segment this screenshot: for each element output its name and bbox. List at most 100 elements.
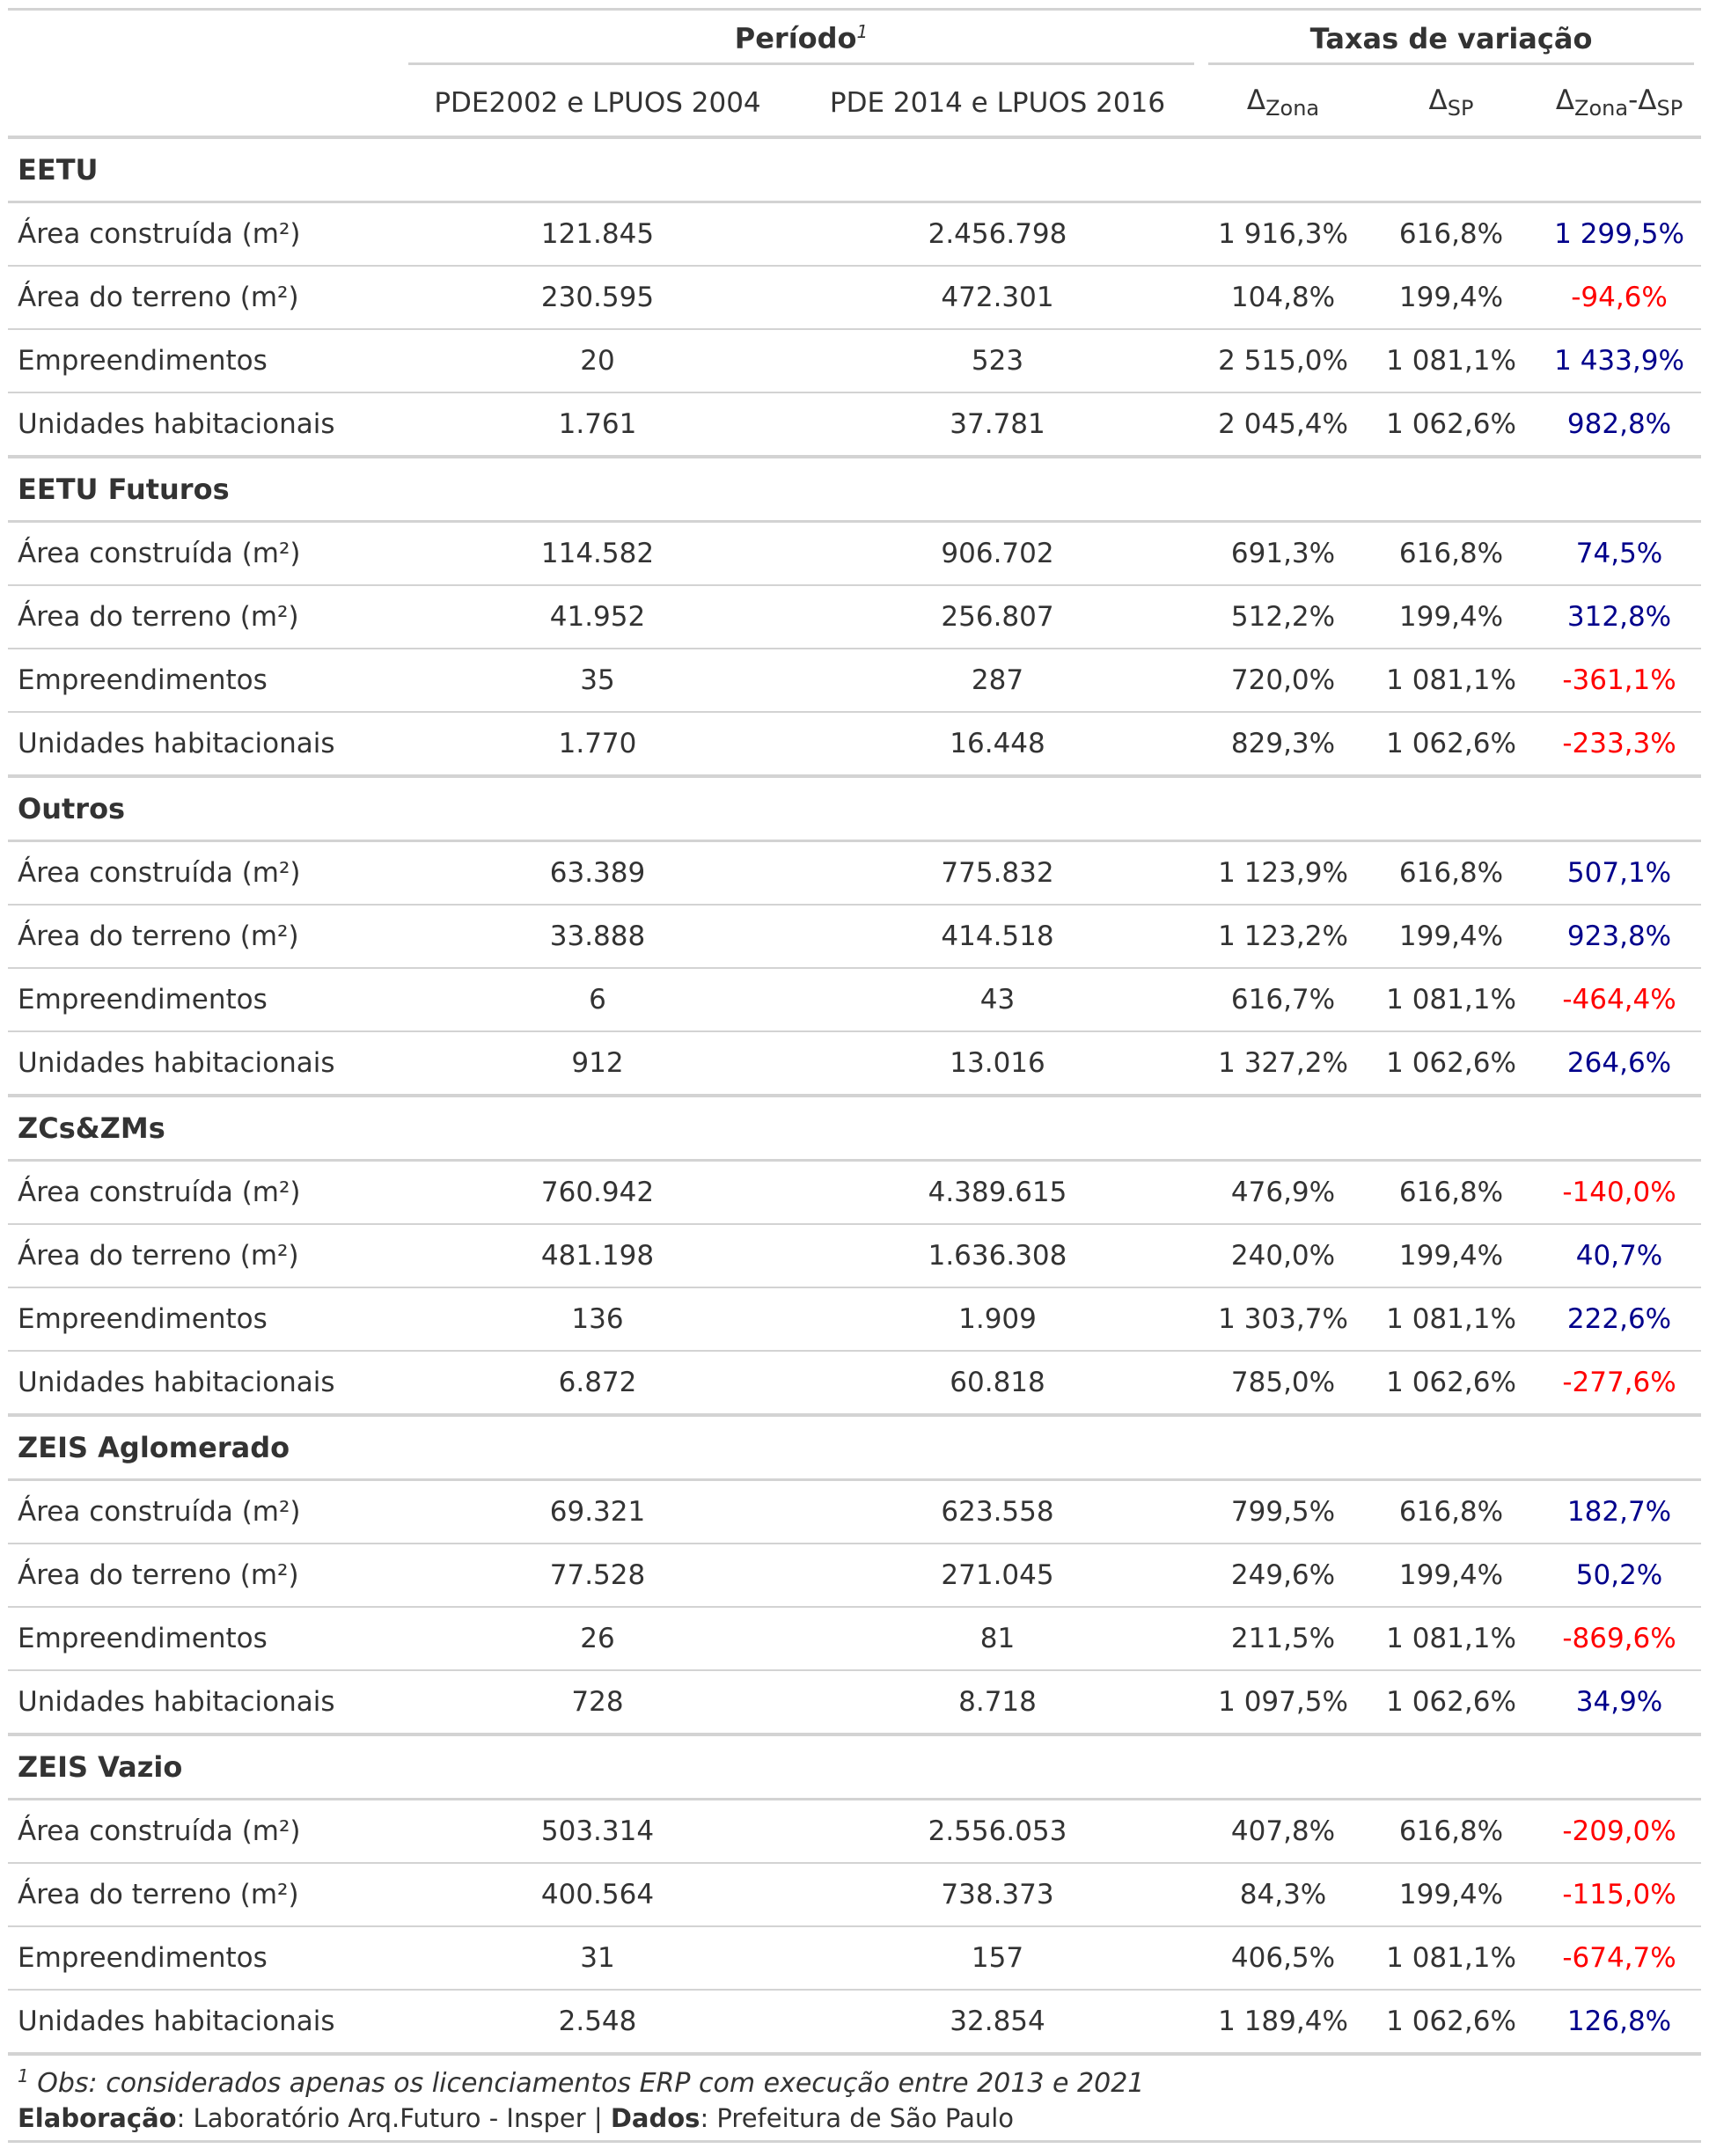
- group-label: ZEIS Aglomerado: [8, 1415, 1702, 1481]
- cell-p1: 33.888: [401, 905, 794, 969]
- cell-p2: 738.373: [794, 1863, 1202, 1927]
- cell-delta-zona: 691,3%: [1201, 521, 1366, 586]
- source-text-dados: : Prefeitura de São Paulo: [700, 2103, 1015, 2133]
- cell-delta-sp: 1 081,1%: [1365, 1926, 1538, 1991]
- cell-delta-zona: 104,8%: [1201, 266, 1366, 330]
- cell-p2: 775.832: [794, 840, 1202, 906]
- cell-p1: 31: [401, 1926, 794, 1991]
- cell-delta-diff: -869,6%: [1537, 1607, 1702, 1671]
- cell-delta-sp: 616,8%: [1365, 202, 1538, 267]
- table-row: Unidades habitacionais 1.770 16.448 829,3% 1…: [8, 712, 1702, 778]
- cell-delta-sp: 616,8%: [1365, 1160, 1538, 1225]
- cell-delta-zona: 2 515,0%: [1201, 329, 1366, 393]
- cell-delta-sp: 1 081,1%: [1365, 1287, 1538, 1352]
- cell-p2: 472.301: [794, 266, 1202, 330]
- cell-delta-diff: -209,0%: [1537, 1799, 1702, 1864]
- group-row: ZEIS Aglomerado: [8, 1415, 1702, 1481]
- cell-delta-zona: 406,5%: [1201, 1926, 1366, 1991]
- footnote-text: Obs: considerados apenas os licenciament…: [28, 2068, 1145, 2099]
- table-top-rule: [8, 8, 1701, 11]
- col-header-delta-sp: ΔSP: [1365, 70, 1538, 139]
- row-label: Empreendimentos: [8, 329, 401, 393]
- row-label: Unidades habitacionais: [8, 712, 401, 778]
- col-header-p1: PDE2002 e LPUOS 2004: [401, 70, 794, 139]
- cell-p1: 35: [401, 649, 794, 713]
- table-row: Área do terreno (m²) 33.888 414.518 1 123,2…: [8, 905, 1702, 969]
- cell-p2: 37.781: [794, 392, 1202, 458]
- cell-p2: 523: [794, 329, 1202, 393]
- cell-p1: 114.582: [401, 521, 794, 586]
- table-row: Área do terreno (m²) 77.528 271.045 249,6% 1…: [8, 1544, 1702, 1608]
- row-label: Área do terreno (m²): [8, 1544, 401, 1608]
- cell-delta-zona: 84,3%: [1201, 1863, 1366, 1927]
- group-label: EETU Futuros: [8, 457, 1702, 523]
- table-row: Empreendimentos 35 287 720,0% 1 081,1% -361,1…: [8, 649, 1702, 713]
- spanner-taxas-label: Taxas de variação: [1208, 22, 1695, 65]
- cell-delta-sp: 1 081,1%: [1365, 1607, 1538, 1671]
- cell-delta-diff: -464,4%: [1537, 968, 1702, 1032]
- cell-delta-diff: 126,8%: [1537, 1990, 1702, 2056]
- col-header-delta-zona: ΔZona: [1201, 70, 1366, 139]
- group-row: EETU Futuros: [8, 457, 1702, 523]
- table-row: Empreendimentos 136 1.909 1 303,7% 1 081,1% 2…: [8, 1287, 1702, 1352]
- source-label-dados: Dados: [610, 2103, 700, 2133]
- cell-p1: 77.528: [401, 1544, 794, 1608]
- table-row: Unidades habitacionais 912 13.016 1 327,2% 1…: [8, 1031, 1702, 1097]
- cell-p1: 26: [401, 1607, 794, 1671]
- cell-p1: 481.198: [401, 1224, 794, 1288]
- cell-p2: 4.389.615: [794, 1160, 1202, 1225]
- cell-delta-sp: 199,4%: [1365, 1863, 1538, 1927]
- cell-p1: 1.761: [401, 392, 794, 458]
- spanner-periodo-label: Período: [734, 21, 857, 55]
- cell-delta-sp: 1 062,6%: [1365, 1031, 1538, 1097]
- cell-delta-zona: 785,0%: [1201, 1351, 1366, 1417]
- row-label: Área do terreno (m²): [8, 905, 401, 969]
- row-label: Empreendimentos: [8, 968, 401, 1032]
- cell-p1: 69.321: [401, 1479, 794, 1544]
- cell-delta-diff: -361,1%: [1537, 649, 1702, 713]
- cell-delta-zona: 407,8%: [1201, 1799, 1366, 1864]
- cell-p2: 32.854: [794, 1990, 1202, 2056]
- row-label: Unidades habitacionais: [8, 1031, 401, 1097]
- cell-delta-sp: 199,4%: [1365, 1224, 1538, 1288]
- table-row: Unidades habitacionais 2.548 32.854 1 189,4…: [8, 1990, 1702, 2056]
- group-label: EETU: [8, 137, 1702, 203]
- cell-p1: 6: [401, 968, 794, 1032]
- row-label: Área construída (m²): [8, 521, 401, 586]
- table-row: Empreendimentos 31 157 406,5% 1 081,1% -674,7…: [8, 1926, 1702, 1991]
- table-row: Área do terreno (m²) 41.952 256.807 512,2% 1…: [8, 585, 1702, 649]
- cell-delta-zona: 1 916,3%: [1201, 202, 1366, 267]
- row-label: Empreendimentos: [8, 1287, 401, 1352]
- col-header-p2: PDE 2014 e LPUOS 2016: [794, 70, 1202, 139]
- table-row: Empreendimentos 6 43 616,7% 1 081,1% -464,4%: [8, 968, 1702, 1032]
- group-row: Outros: [8, 776, 1702, 842]
- cell-delta-zona: 1 123,2%: [1201, 905, 1366, 969]
- cell-delta-zona: 616,7%: [1201, 968, 1366, 1032]
- cell-delta-sp: 1 062,6%: [1365, 712, 1538, 778]
- cell-p1: 400.564: [401, 1863, 794, 1927]
- table-bottom-rule: [8, 2140, 1701, 2143]
- cell-p2: 157: [794, 1926, 1202, 1991]
- cell-p1: 20: [401, 329, 794, 393]
- cell-delta-sp: 1 062,6%: [1365, 1351, 1538, 1417]
- cell-delta-diff: 40,7%: [1537, 1224, 1702, 1288]
- table-row: Área construída (m²) 114.582 906.702 691,3%…: [8, 521, 1702, 586]
- cell-p2: 906.702: [794, 521, 1202, 586]
- cell-p2: 256.807: [794, 585, 1202, 649]
- cell-p2: 43: [794, 968, 1202, 1032]
- cell-p2: 287: [794, 649, 1202, 713]
- footnote: 1 Obs: considerados apenas os licenciame…: [8, 2056, 1701, 2099]
- table-row: Área construída (m²) 503.314 2.556.053 407,…: [8, 1799, 1702, 1864]
- cell-delta-zona: 2 045,4%: [1201, 392, 1366, 458]
- cell-p2: 271.045: [794, 1544, 1202, 1608]
- cell-delta-diff: 1 299,5%: [1537, 202, 1702, 267]
- cell-delta-zona: 720,0%: [1201, 649, 1366, 713]
- table-row: Área do terreno (m²) 481.198 1.636.308 240,…: [8, 1224, 1702, 1288]
- cell-delta-diff: 312,8%: [1537, 585, 1702, 649]
- table-row: Empreendimentos 20 523 2 515,0% 1 081,1% 1 43…: [8, 329, 1702, 393]
- cell-delta-sp: 1 081,1%: [1365, 649, 1538, 713]
- cell-delta-zona: 1 303,7%: [1201, 1287, 1366, 1352]
- cell-delta-zona: 1 189,4%: [1201, 1990, 1366, 2056]
- table-row: Unidades habitacionais 1.761 37.781 2 045,4…: [8, 392, 1702, 458]
- cell-delta-diff: 1 433,9%: [1537, 329, 1702, 393]
